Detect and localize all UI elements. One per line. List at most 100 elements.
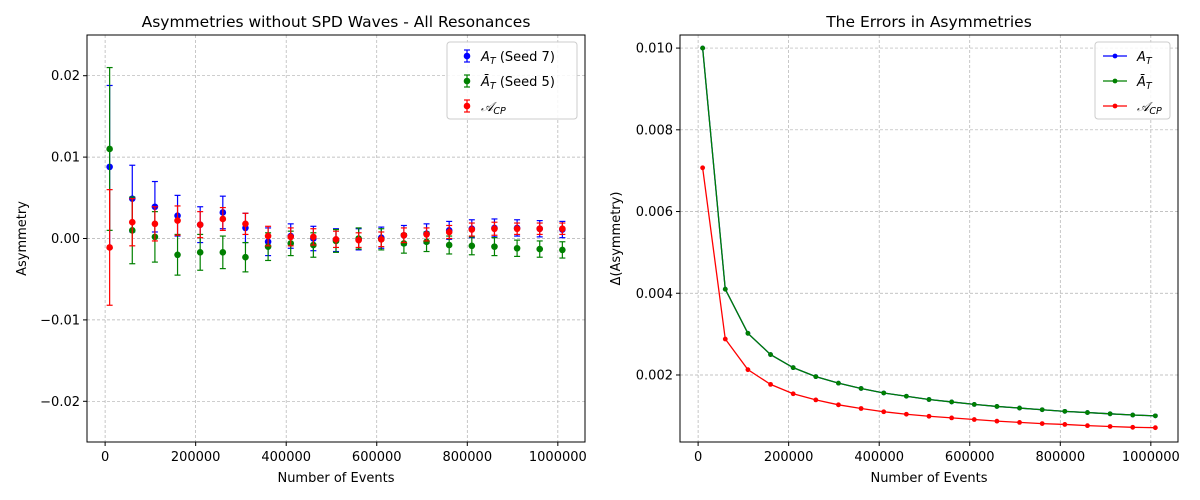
data-point bbox=[468, 226, 476, 233]
data-point bbox=[926, 397, 932, 402]
legend-label: ĀT bbox=[1136, 75, 1153, 92]
data-point bbox=[559, 246, 566, 254]
data-point bbox=[423, 231, 430, 238]
data-point bbox=[1152, 425, 1158, 431]
series-1 bbox=[700, 45, 1158, 419]
data-point bbox=[790, 391, 796, 397]
series-3 bbox=[700, 165, 1158, 431]
data-point bbox=[1062, 408, 1068, 414]
data-point bbox=[1107, 424, 1113, 429]
data-point bbox=[310, 233, 317, 241]
data-point bbox=[491, 243, 498, 250]
series-2 bbox=[700, 45, 1158, 419]
data-point bbox=[400, 231, 408, 239]
legend-item: 𝒜CP bbox=[1103, 100, 1162, 117]
legend-label: 𝒜CP bbox=[481, 100, 506, 117]
x-tick-label: 800000 bbox=[442, 450, 492, 465]
data-point bbox=[1130, 424, 1136, 430]
data-point bbox=[813, 397, 819, 403]
data-point bbox=[881, 390, 887, 396]
data-point bbox=[219, 249, 227, 256]
data-point bbox=[355, 236, 362, 244]
data-point bbox=[722, 336, 728, 342]
data-point bbox=[903, 411, 909, 417]
data-point bbox=[196, 221, 204, 228]
legend-marker bbox=[1112, 78, 1118, 84]
data-point bbox=[423, 238, 430, 246]
legend-item: ĀT bbox=[1103, 75, 1153, 92]
legend-box bbox=[1094, 41, 1171, 120]
data-point bbox=[858, 386, 864, 391]
data-point bbox=[926, 413, 932, 419]
y-tick-label: −0.02 bbox=[40, 395, 80, 410]
data-point bbox=[536, 225, 544, 233]
data-point bbox=[1085, 423, 1090, 429]
legend-label: 𝒜CP bbox=[1137, 100, 1162, 117]
legend: AT ĀT 𝒜CP bbox=[1094, 41, 1171, 120]
x-axis-label: Number of Events bbox=[277, 471, 394, 486]
legend-item: 𝒜CP bbox=[463, 99, 506, 117]
data-point bbox=[128, 218, 136, 226]
data-point bbox=[264, 243, 272, 250]
chart-1: 0 200000 400000 600000 800000 1000000 −0.02 −0.… bbox=[15, 13, 587, 486]
series-line bbox=[701, 48, 1156, 417]
legend-marker bbox=[463, 102, 471, 110]
data-point bbox=[513, 225, 521, 233]
data-point bbox=[903, 393, 909, 399]
data-point bbox=[768, 381, 773, 387]
y-axis-label: Δ(Asymmetry) bbox=[609, 192, 624, 286]
y-tick-label: 0.002 bbox=[636, 368, 673, 383]
x-axis-label: Number of Events bbox=[870, 471, 987, 486]
y-tick-label: 0.010 bbox=[636, 42, 673, 57]
chart-title: The Errors in Asymmetries bbox=[825, 13, 1032, 31]
x-tick-label: 1000000 bbox=[529, 450, 587, 465]
data-point bbox=[332, 236, 340, 243]
data-point bbox=[445, 228, 453, 236]
data-point bbox=[106, 244, 113, 251]
data-point bbox=[881, 409, 887, 415]
legend-marker bbox=[1112, 103, 1118, 109]
x-tick-label: 600000 bbox=[945, 450, 995, 465]
legend-marker bbox=[1112, 53, 1118, 59]
data-point bbox=[790, 365, 796, 371]
data-point bbox=[994, 404, 1000, 409]
data-point bbox=[700, 45, 706, 51]
chart-2: 0 200000 400000 600000 800000 1000000 0.002 0.0… bbox=[609, 13, 1180, 486]
legend-label: ĀT (Seed 5) bbox=[480, 75, 555, 92]
data-point bbox=[745, 330, 751, 336]
legend: AT (Seed 7) ĀT (Seed 5) 𝒜CP bbox=[446, 41, 578, 120]
y-tick-label: 0.02 bbox=[51, 69, 80, 84]
legend-box bbox=[446, 41, 578, 120]
data-point bbox=[559, 225, 566, 233]
x-tick-label: 200000 bbox=[171, 450, 221, 465]
y-tick-label: 0.00 bbox=[51, 232, 80, 247]
x-tick-label: 400000 bbox=[854, 450, 904, 465]
data-point bbox=[242, 253, 249, 261]
series-line bbox=[701, 48, 1156, 417]
data-point bbox=[287, 233, 295, 241]
data-point bbox=[491, 225, 498, 233]
x-tick-label: 0 bbox=[694, 450, 702, 465]
y-axis-label: Asymmetry bbox=[15, 201, 30, 276]
legend-item: AT bbox=[1103, 50, 1153, 67]
data-point bbox=[949, 415, 955, 421]
data-point bbox=[813, 374, 819, 380]
y-tick-label: 0.006 bbox=[636, 205, 673, 220]
x-tick-label: 0 bbox=[101, 450, 109, 465]
data-point bbox=[1107, 411, 1113, 417]
data-point bbox=[536, 245, 544, 253]
data-point bbox=[1062, 422, 1068, 427]
y-tick-label: 0.008 bbox=[636, 123, 673, 138]
data-point bbox=[1152, 413, 1158, 419]
legend-label: AT bbox=[1136, 50, 1153, 67]
x-tick-label: 400000 bbox=[261, 450, 311, 465]
data-point bbox=[1085, 410, 1090, 415]
data-point bbox=[196, 249, 204, 256]
data-point bbox=[836, 402, 841, 408]
data-point bbox=[242, 220, 249, 228]
legend-marker bbox=[463, 77, 471, 85]
data-point bbox=[106, 145, 113, 153]
data-point bbox=[768, 352, 773, 357]
legend-item: AT (Seed 7) bbox=[463, 49, 555, 67]
